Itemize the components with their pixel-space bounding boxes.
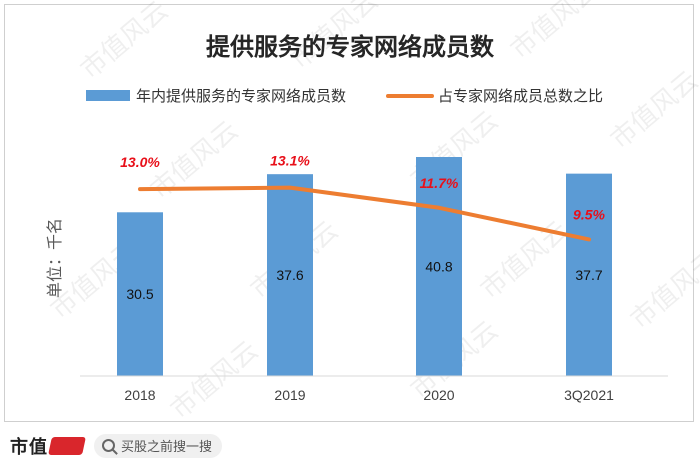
footer: 市值 买股之前搜一搜: [0, 424, 700, 467]
watermark-text: 市值风云: [475, 216, 574, 306]
x-tick-label: 2018: [124, 387, 155, 403]
pct-value-label: 13.1%: [270, 153, 310, 169]
pct-value-label: 9.5%: [573, 206, 605, 222]
watermark-text: 市值风云: [75, 0, 174, 85]
legend-bar-label: 年内提供服务的专家网络成员数: [136, 87, 346, 105]
pct-line: [138, 185, 591, 242]
brand-name: 市值: [10, 436, 48, 458]
x-tick-label: 3Q2021: [564, 387, 614, 403]
y-axis-label: 单位：千名: [45, 218, 64, 298]
pct-labels: 13.0% 13.1% 11.7% 9.5%: [120, 153, 605, 223]
x-ticks: 2018 2019 2020 3Q2021: [124, 387, 614, 403]
watermark-text: 市值风云: [145, 116, 244, 206]
bars: 30.5 37.6 40.8 37.7: [117, 157, 612, 376]
watermark-text: 市值风云: [165, 336, 264, 424]
watermark-text: 市值风云: [625, 246, 700, 336]
legend: 年内提供服务的专家网络成员数 占专家网络成员总数之比: [86, 87, 603, 105]
search-placeholder: 买股之前搜一搜: [121, 440, 213, 455]
x-tick-label: 2020: [423, 387, 454, 403]
bar-2018: [117, 212, 163, 376]
bar-2020: [416, 157, 462, 376]
bar-value-label: 40.8: [425, 259, 452, 275]
bar-3Q2021: [566, 173, 612, 376]
legend-bar-swatch: [86, 90, 130, 101]
pct-value-label: 11.7%: [420, 175, 459, 191]
line-series: [138, 185, 591, 242]
bar-value-label: 30.5: [126, 286, 153, 302]
pct-value-label: 13.0%: [120, 154, 160, 170]
legend-line-label: 占专家网络成员总数之比: [438, 87, 603, 105]
bar-2019: [267, 174, 313, 376]
search-icon: [102, 439, 115, 452]
search-box[interactable]: 买股之前搜一搜: [94, 433, 222, 458]
brand-logo: [48, 436, 86, 455]
chart-title: 提供服务的专家网络成员数: [206, 33, 495, 61]
watermark-text: 市值风云: [605, 66, 700, 156]
x-tick-label: 2019: [274, 387, 305, 403]
watermark-text: 市值风云: [505, 0, 604, 65]
bar-value-label: 37.6: [276, 267, 303, 283]
bar-value-label: 37.7: [575, 267, 602, 283]
